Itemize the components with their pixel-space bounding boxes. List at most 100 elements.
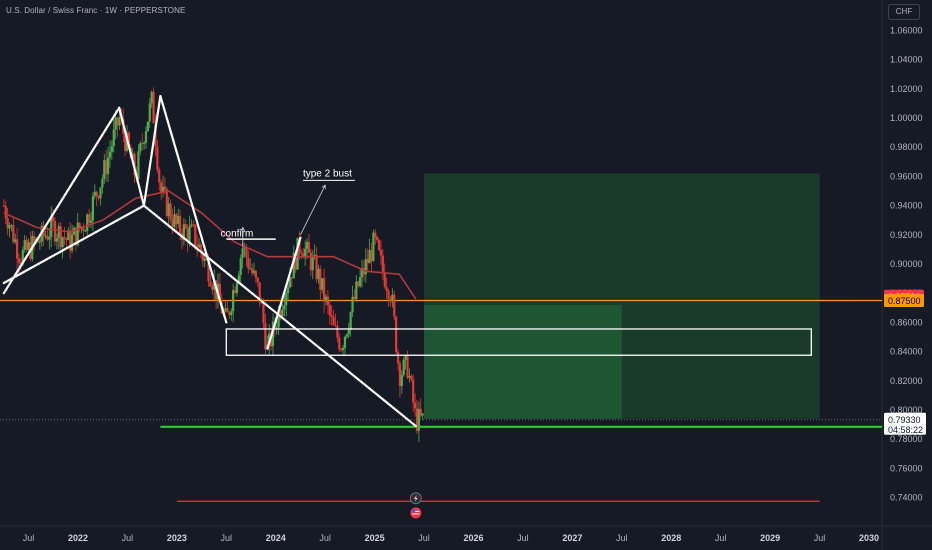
candle [410, 376, 413, 380]
candle [415, 408, 419, 431]
arrow-head [321, 184, 326, 190]
candle [228, 312, 231, 316]
candle [44, 235, 47, 237]
candle [178, 215, 182, 234]
candle [14, 239, 17, 242]
annotation-label: confirm [221, 228, 254, 239]
candle [328, 304, 331, 316]
candle [402, 359, 405, 376]
x-tick-label: Jul [319, 533, 331, 543]
candle [10, 224, 13, 226]
candle [8, 225, 11, 229]
candle [23, 240, 26, 250]
arrow-head [240, 226, 246, 232]
y-tick-label: 0.82000 [890, 376, 923, 386]
candle [118, 117, 121, 126]
x-tick-label: Jul [122, 533, 134, 543]
candle [400, 375, 403, 387]
candle [25, 240, 28, 250]
candle [108, 151, 112, 158]
y-tick-label: 0.86000 [890, 317, 923, 327]
pattern-line [142, 204, 417, 428]
candle [254, 270, 257, 278]
y-tick-label: 0.98000 [890, 142, 923, 152]
candle [61, 237, 64, 248]
candle [19, 262, 22, 265]
candle [321, 278, 324, 290]
candle [341, 348, 345, 351]
candle [277, 309, 280, 328]
candle [59, 226, 62, 248]
x-tick-label: 2027 [562, 533, 582, 543]
us-flag-stripe [412, 510, 420, 512]
candle [319, 268, 322, 290]
candle [311, 257, 314, 271]
candle [252, 270, 256, 273]
candle [357, 281, 360, 287]
candle [243, 246, 246, 249]
y-tick-label: 1.06000 [890, 25, 923, 35]
candle [144, 131, 148, 143]
candle [237, 274, 240, 283]
candle [53, 221, 57, 242]
x-tick-label: Jul [418, 533, 430, 543]
candle [213, 280, 216, 290]
candle [364, 258, 367, 275]
y-tick-label: 1.00000 [890, 113, 923, 123]
pattern-line [159, 94, 228, 324]
candle [287, 287, 290, 293]
y-tick-label: 0.74000 [890, 493, 923, 503]
annotation-label: type 2 bust [303, 168, 352, 179]
candle [360, 268, 364, 278]
candle [336, 325, 339, 338]
candle [391, 294, 394, 302]
candle [334, 325, 337, 326]
x-tick-label: 2026 [463, 533, 483, 543]
pattern-line [2, 204, 146, 285]
candle [150, 91, 153, 104]
candle [408, 376, 411, 378]
y-tick-label: 0.84000 [890, 347, 923, 357]
x-tick-label: 2022 [68, 533, 88, 543]
candle [324, 296, 328, 302]
x-tick-label: 2029 [760, 533, 780, 543]
candle [398, 363, 402, 387]
x-tick-label: 2024 [266, 533, 286, 543]
candle [82, 226, 85, 232]
us-flag-icon [410, 507, 422, 519]
candle [383, 272, 386, 287]
candle [268, 333, 271, 345]
candle [292, 253, 295, 279]
candle [192, 224, 195, 226]
candle [256, 277, 259, 283]
candle [36, 238, 40, 243]
price-tag-orange-label: 0.87500 [888, 296, 921, 306]
flash-glyph [413, 494, 418, 502]
candle [232, 290, 235, 312]
candle [332, 316, 335, 326]
candle [264, 323, 267, 350]
symbol-title[interactable]: U.S. Dollar / Swiss Franc · 1W · PEPPERS… [6, 6, 186, 15]
candle [419, 408, 422, 416]
candle [347, 329, 350, 335]
candle [300, 252, 303, 254]
candle [239, 258, 242, 275]
candle [218, 283, 221, 301]
candle [163, 186, 167, 190]
candle [139, 143, 142, 152]
candle [338, 337, 341, 350]
currency-button[interactable]: CHF [888, 4, 920, 20]
x-tick-label: Jul [616, 533, 628, 543]
candle [260, 301, 263, 304]
candle [330, 315, 333, 317]
candle [349, 312, 352, 330]
candle [72, 227, 76, 235]
candle [184, 224, 187, 229]
candle [74, 227, 77, 245]
x-tick-label: 2028 [661, 533, 681, 543]
y-tick-label: 0.80000 [890, 405, 923, 415]
candle [205, 258, 208, 260]
candle [17, 258, 21, 263]
candle [315, 254, 318, 280]
